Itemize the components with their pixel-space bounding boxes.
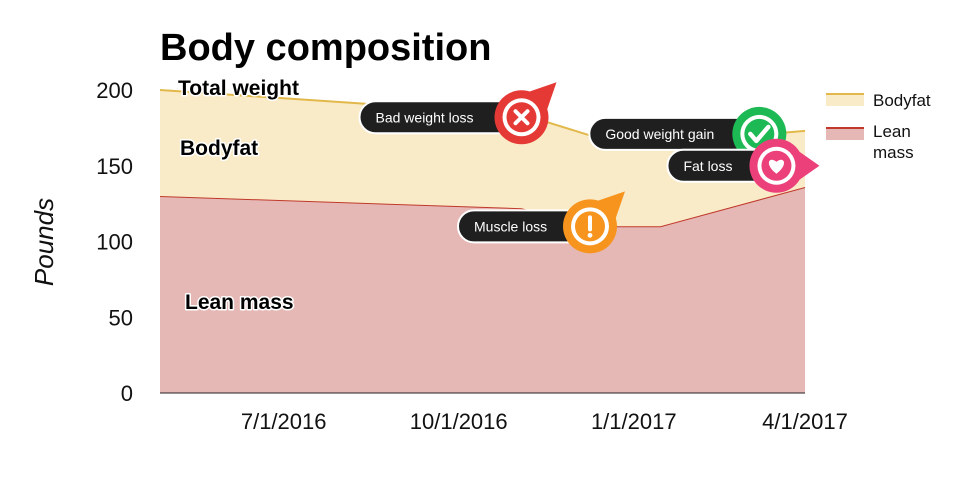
annotation-label: Fat loss — [683, 158, 732, 174]
region-label-total-weight: Total weight — [178, 77, 299, 100]
y-tick-150: 150 — [96, 154, 133, 179]
annotation-label: Good weight gain — [605, 126, 714, 142]
x-tick-label: 1/1/2017 — [591, 409, 677, 434]
x-icon — [513, 109, 530, 126]
y-axis-label: Pounds — [29, 198, 59, 286]
annotation-pointer — [527, 82, 557, 112]
annotation-pointer — [799, 151, 820, 180]
legend-swatch-bodyfat — [826, 94, 864, 106]
legend-label-lean-mass-line-2: mass — [873, 143, 914, 162]
annotation-muscle-loss: Muscle loss — [457, 191, 625, 254]
legend: Bodyfat Lean mass — [826, 91, 931, 162]
legend-label-lean-mass: Lean mass — [873, 122, 916, 162]
x-tick-label: 7/1/2016 — [241, 409, 327, 434]
area-layer — [159, 89, 806, 393]
y-tick-200: 200 — [96, 78, 133, 103]
annotation-fat-loss: Fat loss — [666, 138, 820, 193]
heart-icon — [768, 159, 785, 174]
x-tick-label: 4/1/2017 — [762, 409, 848, 434]
annotation-label: Bad weight loss — [376, 109, 474, 125]
y-tick-50: 50 — [109, 305, 133, 330]
annotation-label: Muscle loss — [474, 218, 547, 234]
y-tick-100: 100 — [96, 230, 133, 255]
exclamation-icon — [587, 215, 593, 238]
area-lean-mass — [160, 187, 805, 393]
legend-label-bodyfat: Bodyfat — [873, 91, 931, 110]
area-bodyfat — [160, 90, 805, 227]
annotation-bad-weight-loss: Bad weight loss — [358, 82, 557, 145]
chart-title: Body composition — [160, 27, 491, 69]
x-axis-ticks: 7/1/2016 10/1/2016 1/1/2017 4/1/2017 — [241, 409, 848, 434]
x-tick-label: 10/1/2016 — [410, 409, 508, 434]
region-label-lean-mass: Lean mass — [185, 291, 294, 314]
y-axis-ticks: 0 50 100 150 200 — [96, 78, 133, 406]
check-icon — [748, 124, 771, 144]
annotation-pointer — [596, 191, 625, 221]
legend-label-lean-mass-line-1: Lean — [873, 122, 911, 141]
annotation-layer: Bad weight loss Muscle loss Good weight ga… — [358, 82, 820, 254]
legend-swatch-lean-mass — [826, 128, 864, 140]
y-tick-0: 0 — [121, 381, 133, 406]
region-label-bodyfat: Bodyfat — [180, 137, 258, 160]
